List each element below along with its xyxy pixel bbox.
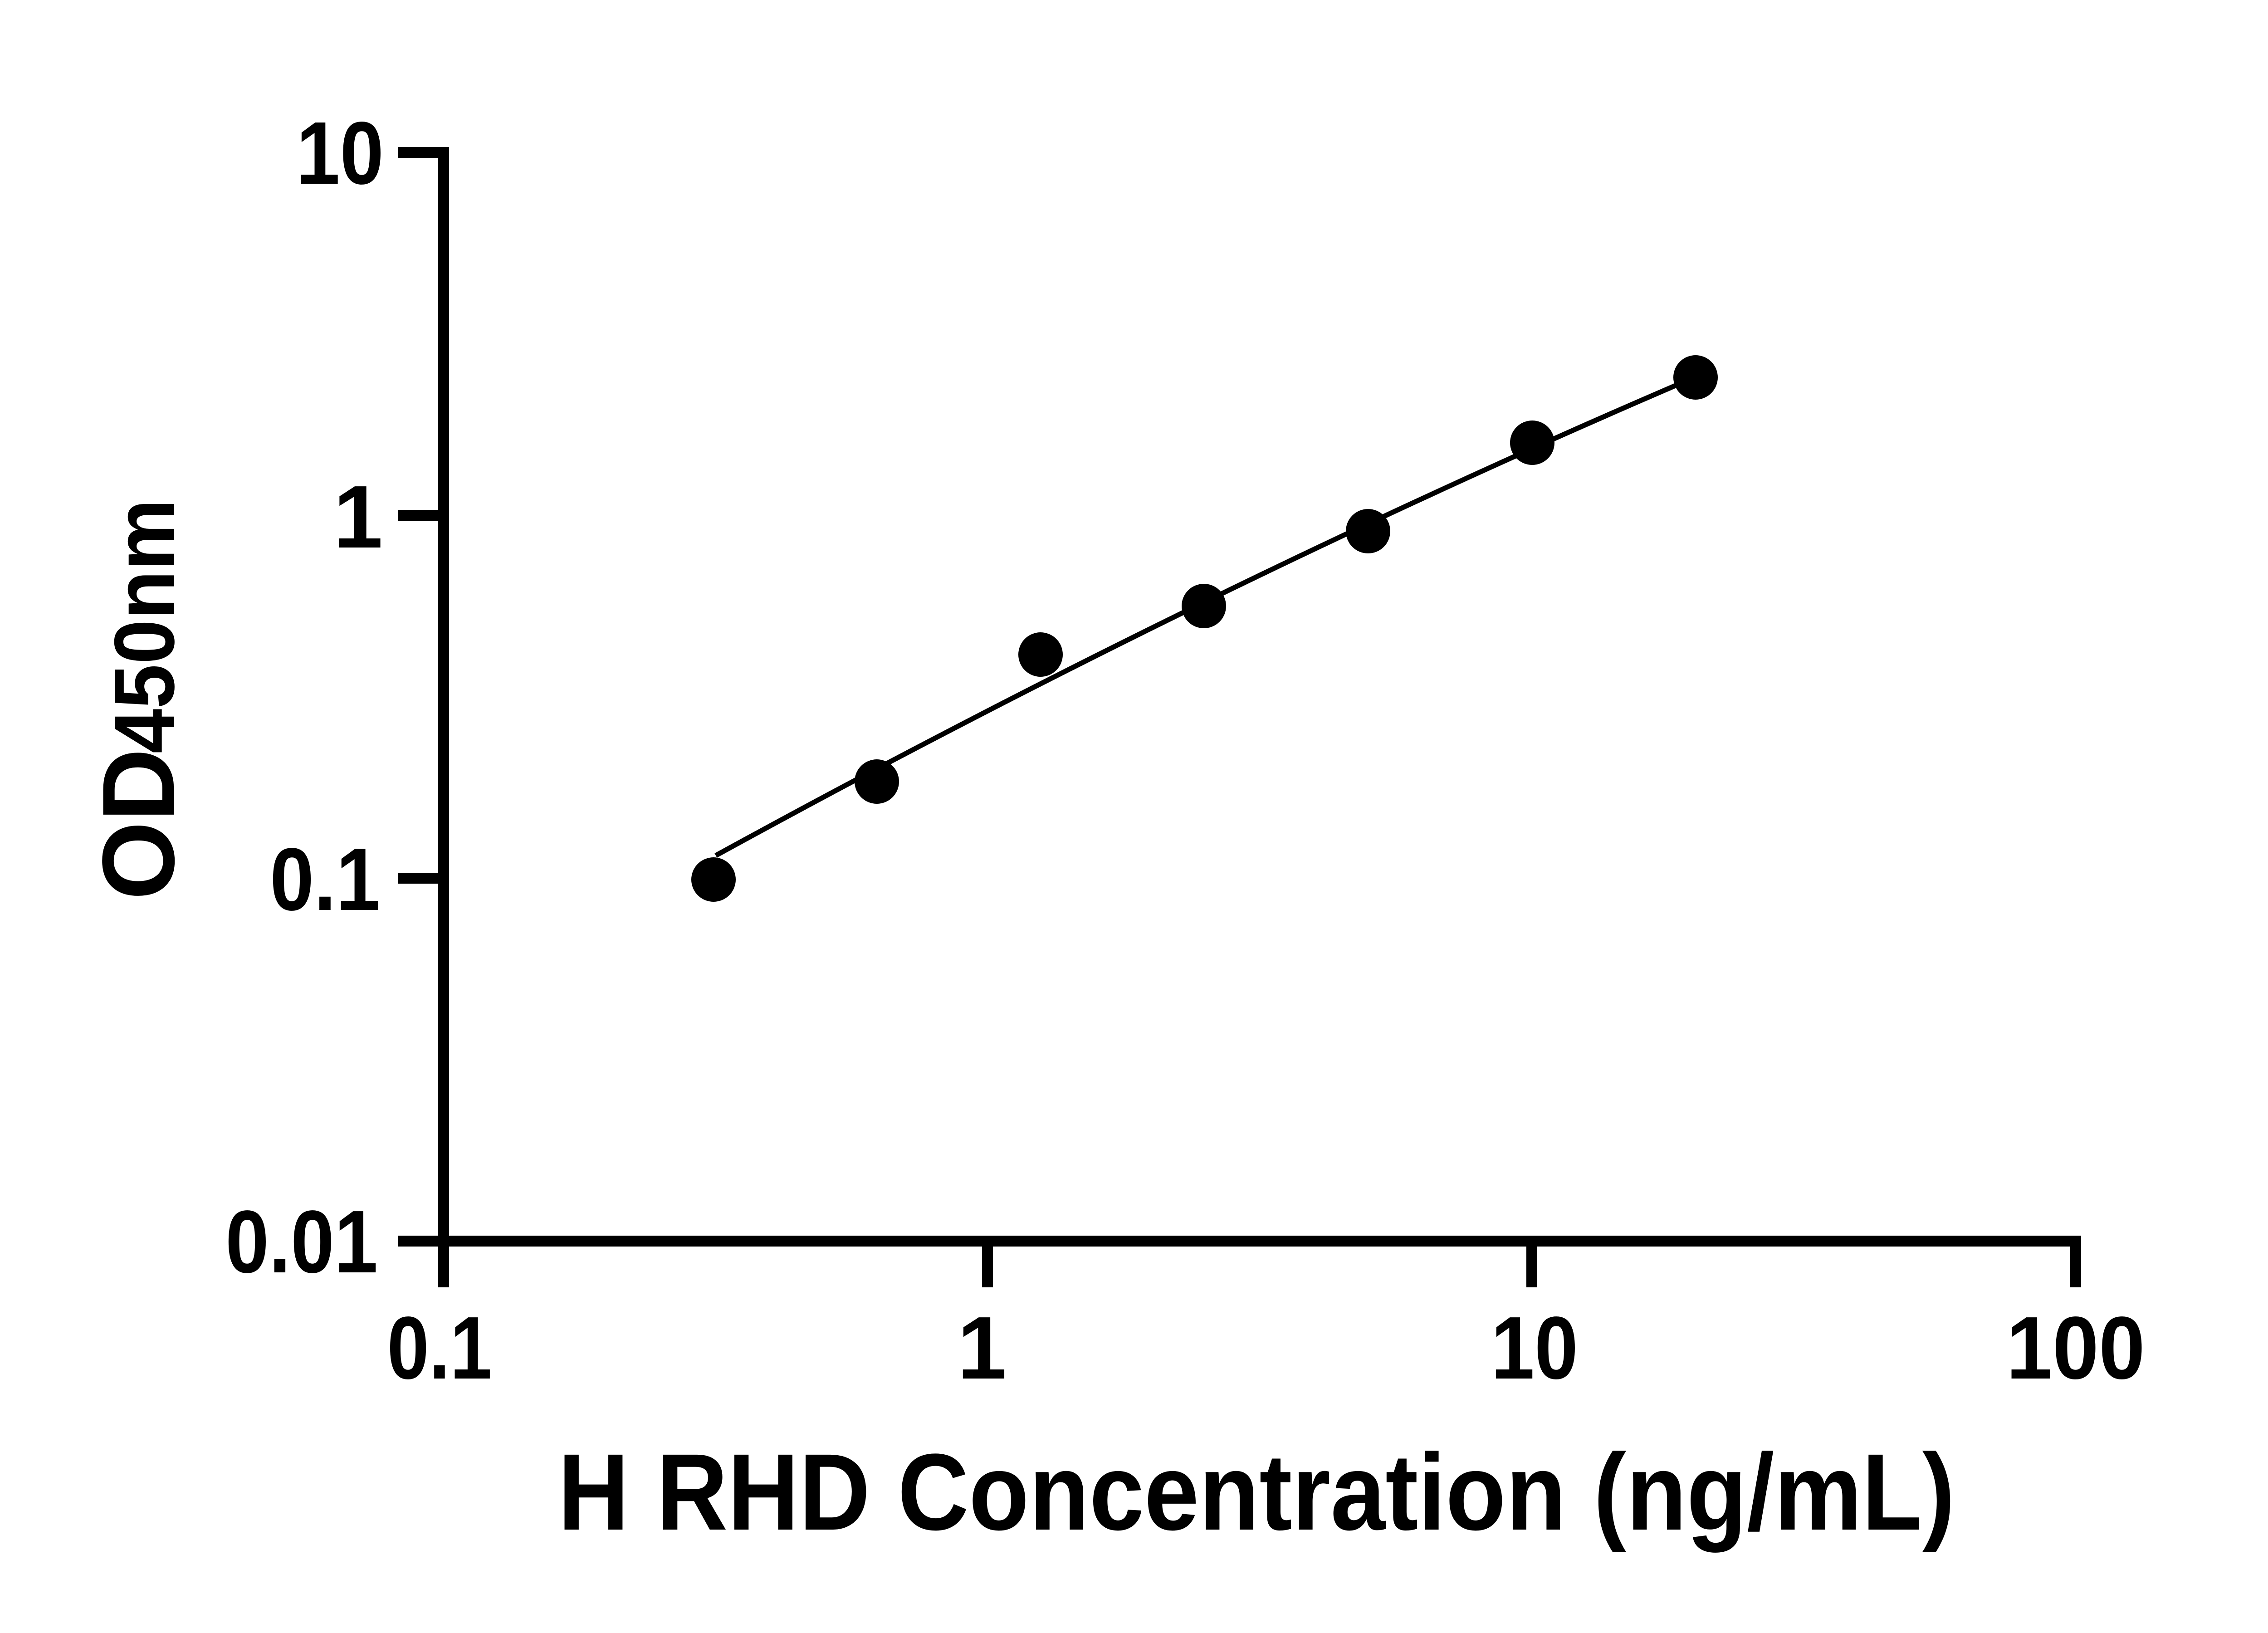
svg-text:0.01: 0.01 xyxy=(225,1192,378,1291)
svg-text:10: 10 xyxy=(296,103,384,203)
svg-text:0.1: 0.1 xyxy=(387,1298,492,1398)
svg-text:1: 1 xyxy=(333,467,383,567)
svg-text:100: 100 xyxy=(2006,1298,2145,1398)
svg-text:10: 10 xyxy=(1491,1298,1578,1398)
svg-text:0.1: 0.1 xyxy=(270,830,380,929)
svg-text:OD450nm: OD450nm xyxy=(81,499,196,900)
svg-text:H RHD Concentration (ng/mL): H RHD Concentration (ng/mL) xyxy=(558,1431,1955,1553)
svg-text:1: 1 xyxy=(957,1298,1007,1398)
